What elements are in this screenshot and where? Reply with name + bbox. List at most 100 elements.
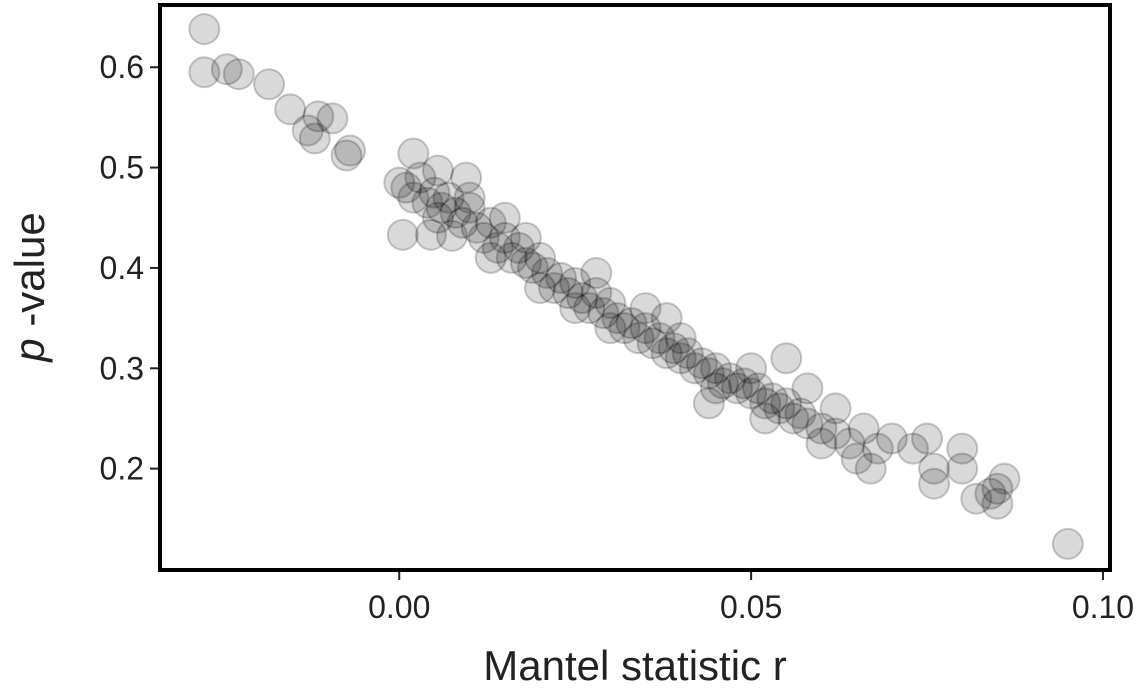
point [664, 342, 697, 375]
point [467, 221, 500, 254]
point [531, 256, 564, 289]
point [188, 13, 221, 46]
point [819, 417, 852, 450]
point [847, 412, 880, 445]
point [580, 277, 613, 310]
point [911, 422, 944, 455]
point [946, 452, 979, 485]
point [450, 161, 483, 194]
point [397, 181, 430, 214]
point [629, 292, 662, 325]
point [784, 397, 817, 430]
point [981, 487, 1014, 520]
point [594, 312, 627, 345]
point [629, 312, 662, 345]
point [274, 93, 307, 126]
point [222, 58, 255, 91]
y-axis-label-rest: -value [6, 212, 53, 338]
x-tick-label: 0.00 [368, 589, 430, 625]
point [946, 432, 979, 465]
point [875, 422, 908, 455]
point [699, 372, 732, 405]
point [833, 427, 866, 460]
point [334, 134, 366, 167]
point [805, 427, 838, 460]
point [404, 161, 437, 194]
point [545, 261, 578, 294]
point [446, 206, 479, 239]
point [538, 272, 571, 305]
point [502, 231, 535, 264]
point [749, 387, 782, 420]
point [664, 322, 697, 355]
point [791, 372, 824, 405]
point [316, 102, 349, 135]
point [721, 372, 754, 405]
point [559, 292, 592, 325]
point [488, 201, 521, 234]
point [453, 181, 486, 214]
point [418, 176, 451, 209]
point [742, 372, 775, 405]
point [735, 377, 768, 410]
x-axis-label: Mantel statistic r [483, 642, 786, 689]
x-tick-label: 0.05 [720, 589, 782, 625]
point [777, 402, 810, 435]
point [495, 241, 528, 274]
point [291, 114, 324, 147]
point [770, 387, 803, 420]
point [383, 166, 416, 199]
point [728, 367, 761, 400]
point [699, 352, 732, 385]
point [657, 332, 690, 365]
point [524, 272, 556, 305]
point [509, 246, 542, 279]
point [559, 266, 592, 299]
point [692, 357, 725, 390]
point [650, 302, 683, 335]
point [643, 322, 676, 355]
point [253, 68, 286, 101]
point [460, 211, 493, 244]
point [636, 327, 669, 360]
point [756, 382, 789, 415]
point [210, 53, 243, 86]
point [439, 196, 472, 229]
y-axis-label: p -value [6, 212, 53, 363]
point [981, 472, 1014, 505]
point [650, 337, 683, 370]
point [488, 221, 521, 254]
point [749, 402, 782, 435]
point [397, 137, 430, 170]
point [615, 307, 648, 340]
point [692, 387, 725, 420]
x-tick-label: 0.10 [1072, 589, 1134, 625]
point [918, 452, 951, 485]
point [453, 191, 486, 224]
point [714, 362, 746, 395]
point [298, 122, 331, 155]
point [566, 282, 599, 315]
point [580, 256, 613, 289]
point [411, 186, 444, 219]
point [481, 231, 514, 264]
point [552, 277, 585, 310]
point [188, 56, 221, 89]
y-tick-label: 0.4 [100, 250, 144, 286]
point [622, 322, 655, 355]
point [840, 442, 873, 475]
point [671, 337, 704, 370]
point [390, 171, 423, 204]
point [685, 347, 718, 380]
y-axis-label-italic: p [6, 338, 53, 363]
point [918, 467, 951, 500]
point [601, 302, 634, 335]
plot-frame [158, 3, 1112, 572]
point [861, 432, 894, 465]
point [386, 218, 419, 251]
point [436, 219, 469, 252]
point [735, 352, 768, 385]
point [421, 201, 454, 234]
point [960, 482, 993, 515]
